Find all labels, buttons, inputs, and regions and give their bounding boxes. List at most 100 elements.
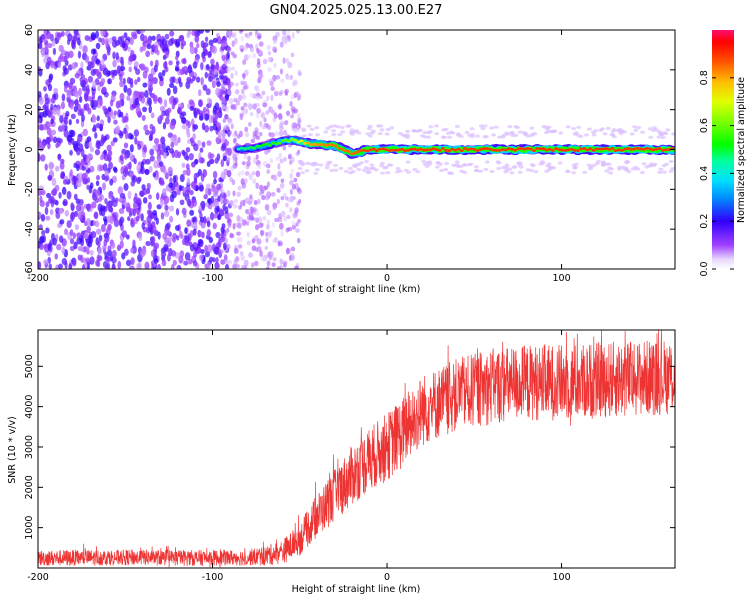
heatmap-cell: [294, 265, 299, 269]
signal-track-cell: [340, 148, 345, 151]
heatmap-cell: [185, 163, 190, 170]
heatmap-cell: [203, 170, 208, 177]
heatmap-cell: [290, 114, 294, 119]
heatmap-cell: [69, 77, 76, 85]
heatmap-cell: [123, 32, 128, 39]
heatmap-cell: [166, 107, 172, 114]
signal-track-cell: [412, 147, 417, 151]
heatmap-cell: [139, 30, 146, 34]
heatmap-cell: [123, 183, 129, 191]
heatmap-cell: [141, 222, 145, 230]
heatmap-cell: [70, 138, 75, 145]
heatmap-cell: [159, 97, 163, 105]
heatmap-cell: [129, 78, 134, 85]
heatmap-cell: [134, 136, 138, 145]
heatmap-cell: [197, 238, 204, 245]
heatmap-cell: [47, 242, 52, 252]
heatmap-cell: [77, 254, 82, 261]
signal-track-cell: [481, 147, 486, 151]
heatmap-cell: [82, 128, 88, 137]
heatmap-cell: [222, 193, 227, 200]
heatmap-cell: [51, 129, 57, 136]
heatmap-cell: [117, 65, 121, 74]
heatmap-cell: [232, 138, 237, 145]
heatmap-cell: [245, 33, 251, 39]
heatmap-cell: [196, 76, 201, 83]
heatmap-cell: [284, 37, 289, 42]
heatmap-cell: [197, 230, 203, 238]
heatmap-cell: [38, 66, 42, 73]
heatmap-cell: [127, 46, 131, 52]
heatmap-cell: [129, 152, 134, 161]
heatmap-cell: [41, 34, 46, 40]
heatmap-cell: [668, 159, 674, 164]
heatmap-cell: [186, 167, 191, 177]
heatmap-cell: [271, 262, 276, 268]
signal-track-cell: [557, 148, 561, 151]
heatmap-cell: [197, 139, 202, 147]
heatmap-cell: [107, 106, 112, 112]
heatmap-cell: [204, 125, 210, 133]
heatmap-cell: [129, 144, 134, 153]
heatmap-cell: [89, 146, 95, 153]
signal-track-cell: [463, 146, 467, 150]
heatmap-cell: [58, 209, 64, 215]
heatmap-cell: [633, 128, 639, 132]
heatmap-cell: [87, 96, 93, 102]
heatmap-cell: [178, 230, 183, 239]
signal-track-cell: [302, 142, 307, 145]
heatmap-cell: [175, 208, 180, 216]
heatmap-cell: [285, 202, 289, 208]
signal-track-cell: [378, 147, 382, 151]
heatmap-cell: [73, 145, 79, 152]
heatmap-cell: [239, 199, 245, 206]
colorbar-tick-label: 0.0: [699, 261, 710, 276]
heatmap-cell: [44, 206, 49, 215]
heatmap-cell: [203, 194, 208, 200]
heatmap-cell: [193, 124, 199, 130]
heatmap-cell: [131, 103, 137, 109]
heatmap-cell: [458, 134, 464, 139]
signal-track-cell: [491, 148, 495, 152]
signal-track-cell: [503, 148, 508, 152]
heatmap-cell: [244, 178, 248, 184]
heatmap-cell: [167, 132, 173, 138]
heatmap-cell: [40, 47, 46, 55]
spectrogram-xlabel: Height of straight line (km): [292, 284, 421, 295]
heatmap-cell: [52, 106, 58, 116]
heatmap-cell: [54, 165, 60, 172]
heatmap-cell: [370, 129, 376, 133]
heatmap-cell: [132, 53, 137, 60]
heatmap-cell: [62, 198, 68, 207]
heatmap-cell: [169, 76, 175, 84]
heatmap-cell: [198, 184, 204, 192]
heatmap-cell: [265, 231, 269, 237]
signal-track-cell: [469, 147, 473, 151]
heatmap-cell: [171, 237, 176, 243]
heatmap-cell: [228, 212, 234, 218]
heatmap-cell: [402, 134, 408, 138]
heatmap-cell: [225, 105, 229, 113]
heatmap-cell: [102, 182, 106, 191]
heatmap-cell: [60, 101, 65, 110]
heatmap-cell: [138, 234, 143, 242]
heatmap-cell: [121, 204, 126, 210]
heatmap-cell: [191, 199, 198, 207]
heatmap-cell: [136, 164, 141, 172]
heatmap-cell: [95, 58, 100, 65]
heatmap-cell: [301, 128, 307, 133]
heatmap-cell: [130, 247, 134, 254]
heatmap-cell: [266, 95, 270, 101]
heatmap-cell: [573, 162, 579, 166]
heatmap-cell: [184, 252, 191, 261]
heatmap-cell: [101, 37, 106, 46]
heatmap-cell: [201, 122, 206, 131]
heatmap-cell: [59, 115, 64, 124]
signal-track-cell: [280, 139, 285, 143]
heatmap-cell: [185, 81, 191, 90]
heatmap-cell: [129, 170, 134, 177]
heatmap-cell: [377, 131, 383, 136]
heatmap-cell: [234, 37, 238, 45]
heatmap-cell: [151, 125, 156, 135]
heatmap-cell: [243, 108, 248, 116]
